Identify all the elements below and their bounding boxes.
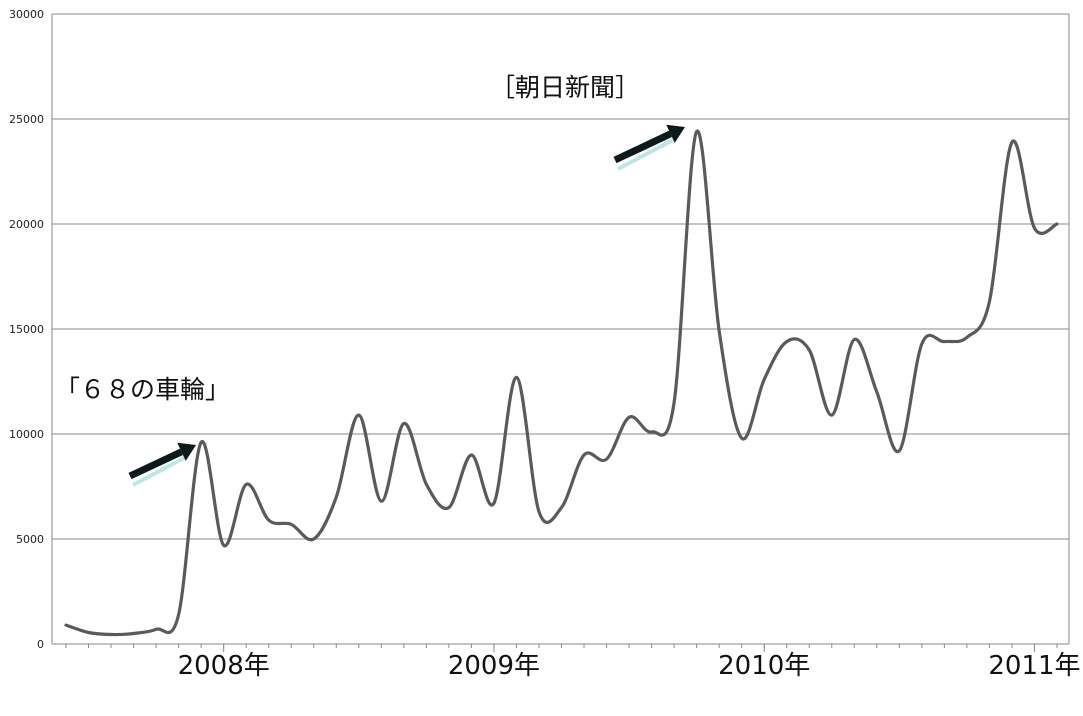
x-tick-label: 2011年 xyxy=(988,651,1080,681)
y-tick-label: 10000 xyxy=(9,428,44,441)
x-tick-label: 2008年 xyxy=(178,651,270,681)
series-layer xyxy=(64,129,1059,637)
annotation-label: 「６８の車輪」 xyxy=(55,375,230,404)
y-tick-label: 20000 xyxy=(9,218,44,231)
annotation-label: ［朝日新聞］ xyxy=(490,73,640,102)
x-tick-label: 2010年 xyxy=(718,651,810,681)
y-tick-label: 30000 xyxy=(9,8,44,21)
x-axis-tick-labels: 2008年 2009年 2010年 2011年 xyxy=(178,651,1081,681)
y-tick-label: 5000 xyxy=(16,533,44,546)
y-axis-tick-labels: 0 5000 10000 15000 20000 25000 30000 xyxy=(9,8,44,651)
annotation-labels: ［朝日新聞］ 「６８の車輪」 xyxy=(55,73,640,404)
x-tick-label: 2009年 xyxy=(448,651,540,681)
arrow-icon xyxy=(613,124,685,171)
y-tick-label: 0 xyxy=(37,638,44,651)
arrow-icon xyxy=(128,442,196,487)
y-tick-label: 25000 xyxy=(9,113,44,126)
series-line xyxy=(64,129,1059,637)
y-tick-label: 15000 xyxy=(9,323,44,336)
axes xyxy=(51,14,1070,652)
annotation-arrows xyxy=(128,124,685,487)
grid-lines xyxy=(52,13,1069,645)
